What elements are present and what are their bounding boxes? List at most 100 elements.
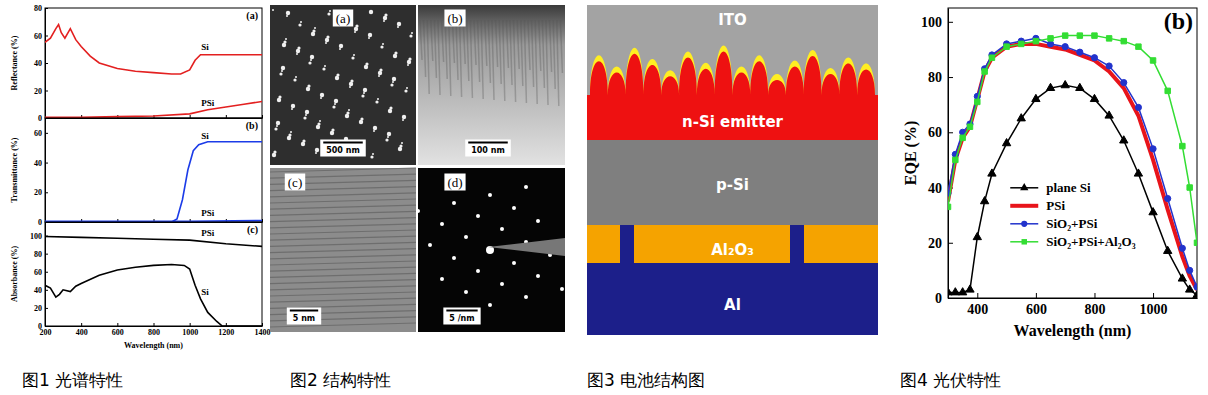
texture [528, 20, 530, 70]
texture [270, 298, 416, 302]
tick: 40 [34, 286, 48, 295]
tick-label: 60 [34, 32, 42, 41]
texture [463, 20, 465, 64]
texture [360, 117, 363, 120]
texture [290, 131, 292, 133]
texture [546, 20, 548, 105]
layer-al2o3 [587, 225, 878, 263]
texture [310, 59, 312, 61]
axis-line [949, 298, 1198, 299]
texture [449, 20, 451, 96]
texture [394, 51, 397, 54]
caption: 图1 光谱特性 [22, 370, 123, 390]
scale-bar [290, 310, 318, 312]
marker [975, 99, 980, 104]
tick: 0 [38, 218, 48, 227]
scale-bar-box [287, 308, 321, 325]
marker [1004, 44, 1009, 49]
tick: 80 [34, 4, 48, 13]
texture [445, 20, 447, 79]
tick: 1000 [1140, 293, 1168, 317]
texture [488, 303, 492, 307]
texture [361, 94, 364, 97]
tick: 20 [34, 188, 48, 197]
texture [499, 20, 501, 84]
layer-label: n-Si emitter [682, 113, 784, 131]
texture [375, 100, 378, 103]
tick-label: 0 [935, 291, 942, 306]
texture [353, 54, 355, 56]
series-label: PSi [201, 98, 215, 108]
texture [385, 138, 388, 141]
texture [408, 57, 411, 60]
texture [387, 136, 389, 138]
texture [481, 20, 483, 99]
tick-mark [1094, 293, 1095, 298]
tick: 20 [34, 87, 48, 96]
tick: 400 [967, 293, 988, 317]
marker [948, 204, 951, 209]
series-line [45, 142, 262, 222]
tick-label: 1200 [218, 328, 234, 337]
texture [397, 22, 401, 26]
texture [270, 249, 416, 253]
texture [372, 153, 374, 155]
marker [958, 288, 966, 295]
texture [389, 106, 392, 109]
plot-area [948, 33, 1197, 298]
marker [1187, 185, 1192, 190]
tick: 60 [34, 32, 48, 41]
texture-emitter [590, 52, 875, 96]
texture [329, 10, 331, 12]
marker [1150, 58, 1155, 63]
panel-label: (b) [246, 120, 258, 132]
scale-bar-box [320, 140, 366, 157]
texture [270, 193, 416, 197]
marker [1076, 83, 1084, 90]
texture [310, 55, 314, 59]
texture [399, 144, 402, 147]
tick: 600 [1026, 293, 1047, 317]
texture [270, 261, 416, 265]
chart: 4006008001000020406080100plane SiPSiSiO₂… [902, 8, 1202, 340]
texture [401, 142, 403, 144]
marker [1106, 63, 1112, 69]
tick: 20 [928, 236, 953, 251]
series-line [948, 85, 1197, 295]
chart: 200400600800100012001400020406080100PSiS… [10, 222, 271, 350]
layer-label: p-Si [716, 176, 749, 194]
tick-mark [45, 91, 48, 92]
marker [1135, 104, 1141, 110]
texture [327, 12, 330, 15]
texture [368, 33, 372, 37]
texture [512, 206, 516, 210]
tick: 0 [38, 322, 48, 331]
tick-mark [948, 77, 953, 78]
texture [464, 290, 468, 294]
tick: 0 [38, 114, 48, 123]
texture [300, 21, 302, 23]
tick: 1400 [255, 323, 271, 337]
chart: 0204060SiPSi(b)Transmittance (%) [10, 118, 263, 227]
texture-coating [590, 46, 875, 96]
texture [339, 48, 341, 50]
tick: 800 [1084, 293, 1105, 317]
texture [496, 20, 498, 67]
caption: 图2 结构特性 [290, 370, 391, 390]
texture [560, 20, 562, 73]
marker [1187, 267, 1193, 273]
marker [1046, 83, 1054, 90]
texture [411, 32, 413, 34]
marker [988, 169, 996, 176]
texture [355, 24, 358, 27]
tick-label: 40 [34, 159, 42, 168]
texture [470, 20, 472, 98]
texture [270, 211, 416, 215]
texture [272, 9, 274, 11]
marker [1047, 41, 1053, 47]
texture [524, 20, 526, 103]
layer-emitter [587, 95, 878, 140]
texture [348, 109, 350, 111]
figure: 020406080SiPSi(a)Reflectance (%)0204060S… [0, 0, 1208, 395]
texture [383, 20, 385, 22]
